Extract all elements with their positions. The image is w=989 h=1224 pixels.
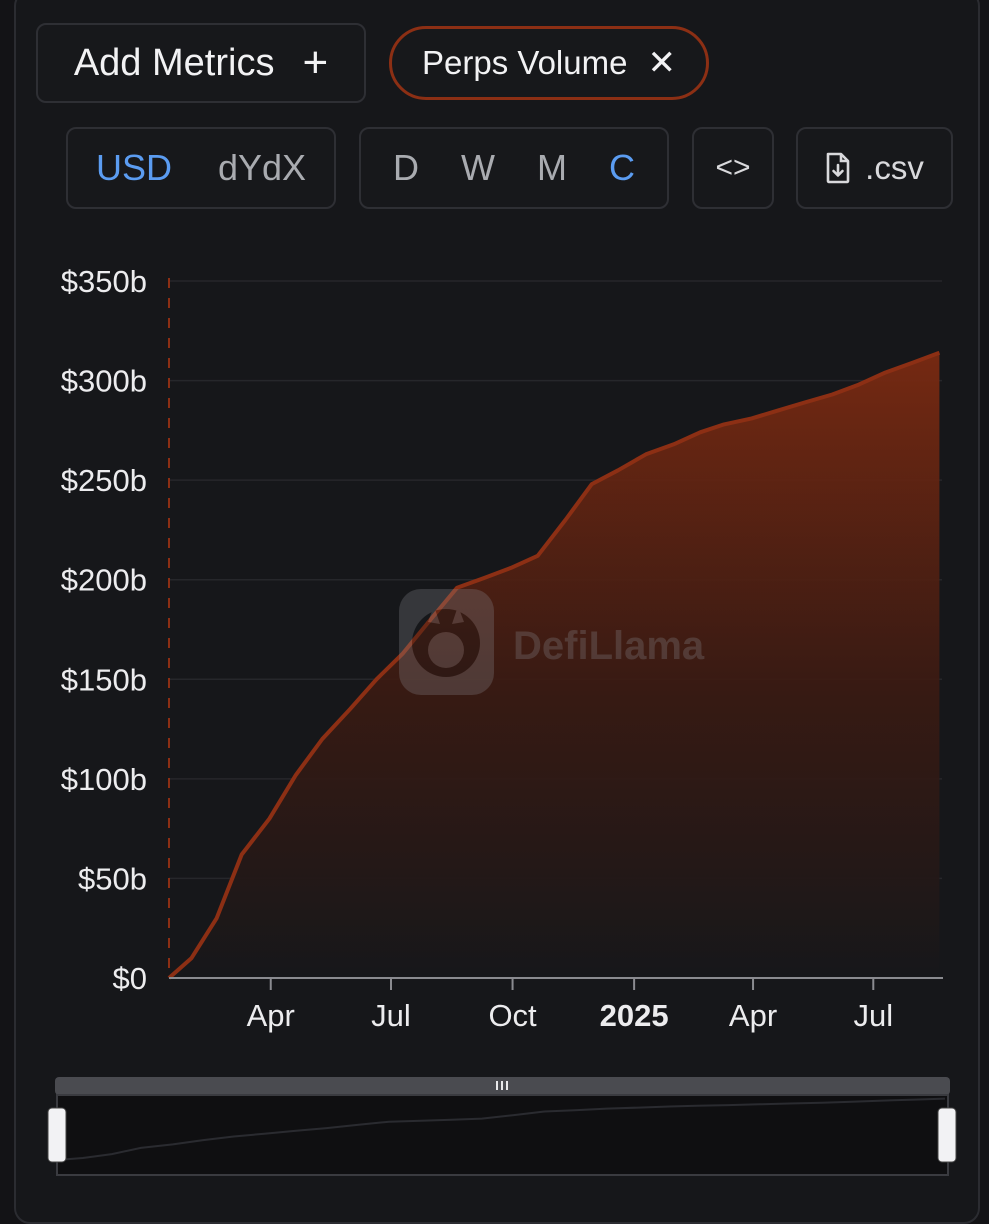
volume-line (167, 350, 941, 980)
x-tick-label: Apr (247, 998, 295, 1033)
y-tick-label: $300b (61, 364, 147, 399)
period-option-daily[interactable]: D (393, 147, 419, 188)
x-axis-labels: Apr Jul Oct 2025 Apr Jul (247, 978, 893, 1033)
y-tick-label: $100b (61, 762, 147, 797)
unit-option-dydx[interactable]: dYdX (217, 147, 307, 188)
file-download-icon (826, 152, 850, 184)
navigator-preview-line (56, 1097, 946, 1161)
x-tick-label: Oct (488, 998, 537, 1033)
unit-option-usd[interactable]: USD (95, 147, 172, 188)
period-option-weekly[interactable]: W (461, 147, 495, 188)
csv-label: .csv (865, 149, 924, 186)
download-csv-button[interactable]: .csv (796, 127, 953, 209)
period-toggle-group: D W M C (359, 127, 669, 209)
add-metrics-label: Add Metrics (73, 41, 275, 84)
navigator-handle-left[interactable] (47, 1107, 67, 1163)
y-tick-label: $50b (78, 861, 147, 896)
unit-toggle-group: USD dYdX (66, 127, 336, 209)
period-option-cumulative[interactable]: C (608, 147, 635, 188)
y-tick-label: $0 (113, 961, 147, 996)
defillama-watermark: DefiLlama (399, 589, 705, 695)
volume-area (169, 352, 940, 978)
close-icon[interactable]: ✕ (647, 44, 676, 82)
watermark-brand: DefiLlama (513, 624, 705, 668)
y-tick-label: $250b (61, 463, 147, 498)
y-tick-label: $350b (61, 264, 147, 299)
period-option-monthly[interactable]: M (536, 147, 567, 188)
plus-icon: + (302, 38, 329, 87)
x-tick-label: Jul (853, 998, 893, 1033)
metric-chip-perps-volume[interactable]: Perps Volume ✕ (389, 26, 709, 100)
add-metrics-button[interactable]: Add Metrics + (36, 23, 366, 103)
x-tick-label: Jul (371, 998, 411, 1033)
y-axis-labels: $0 $50b $100b $150b $200b $250b $300b $350b (61, 264, 147, 996)
x-tick-label: Apr (729, 998, 777, 1033)
y-tick-label: $200b (61, 563, 147, 598)
navigator-handle-right[interactable] (937, 1107, 957, 1163)
code-icon: <> (715, 151, 751, 184)
navigator-grip-icon[interactable] (496, 1081, 508, 1090)
metric-chip-label: Perps Volume (422, 44, 628, 81)
x-tick-label: 2025 (600, 998, 669, 1033)
navigator-window[interactable] (56, 1094, 949, 1176)
y-tick-label: $150b (61, 662, 147, 697)
embed-code-button[interactable]: <> (692, 127, 774, 209)
